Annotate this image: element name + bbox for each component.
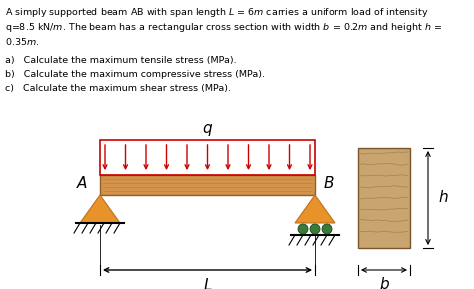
Circle shape [310, 224, 320, 234]
Bar [358, 148, 410, 248]
Text: q: q [203, 121, 212, 136]
Text: b: b [379, 277, 389, 289]
Polygon shape [80, 195, 120, 223]
Circle shape [322, 224, 332, 234]
Polygon shape [295, 195, 335, 223]
Text: L: L [203, 278, 212, 289]
Text: B: B [324, 175, 334, 190]
Text: A simply supported beam AB with span length $L$ = 6$m$ carries a uniform load of: A simply supported beam AB with span len… [5, 6, 428, 19]
Text: c)   Calculate the maximum shear stress (MPa).: c) Calculate the maximum shear stress (M… [5, 84, 231, 93]
Text: b)   Calculate the maximum compressive stress (MPa).: b) Calculate the maximum compressive str… [5, 70, 265, 79]
Text: q=8.5 kN/$m$. The beam has a rectangular cross section with width $b$ = 0.2$m$ a: q=8.5 kN/$m$. The beam has a rectangular… [5, 21, 442, 34]
Bar [100, 175, 315, 195]
Text: 0.35$m$.: 0.35$m$. [5, 36, 39, 47]
Text: h: h [438, 190, 447, 205]
Text: A: A [77, 175, 87, 190]
Bar [100, 140, 315, 175]
Text: a)   Calculate the maximum tensile stress (MPa).: a) Calculate the maximum tensile stress … [5, 56, 237, 65]
Circle shape [298, 224, 308, 234]
